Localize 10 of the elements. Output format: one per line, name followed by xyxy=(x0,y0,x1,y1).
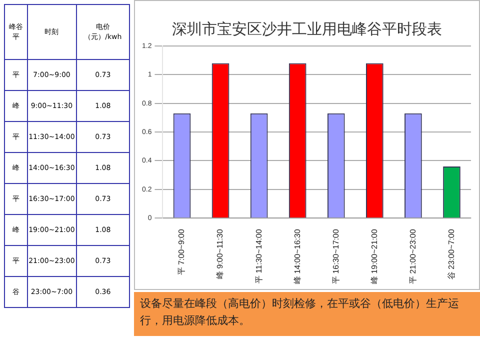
x-tick-label: 峰 9:00~11:30 xyxy=(216,228,225,279)
text: 设备尽量在峰段（高电价）时刻检修，在平或谷（低电价）生产运行，用电源降低成本。 xyxy=(134,292,480,336)
x-tick-label: 平 21:00~23:00 xyxy=(408,228,418,284)
chart-title: 深圳市宝安区沙井工业用电峰谷平时段表 xyxy=(171,20,443,39)
x-tick-label: 谷 23:00~7:00 xyxy=(446,228,456,280)
x-tick-label: 平 7:00~9:00 xyxy=(177,228,186,276)
x-tick-label: 峰 19:00~21:00 xyxy=(370,228,379,284)
x-tick-label: 平 11:30~14:00 xyxy=(254,228,264,284)
x-tick-label: 平 16:30~17:00 xyxy=(331,228,340,284)
x-tick-label: 峰 14:00~16:30 xyxy=(292,228,302,284)
